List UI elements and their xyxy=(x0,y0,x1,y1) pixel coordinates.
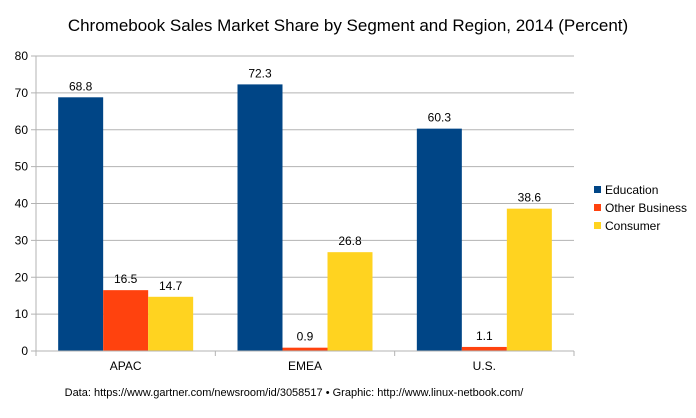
y-tick-label: 70 xyxy=(15,86,29,100)
legend-label: Other Business xyxy=(605,201,687,215)
y-tick-label: 50 xyxy=(15,160,29,174)
bar-education-apac xyxy=(58,97,104,351)
legend-swatch-other-business xyxy=(594,204,601,211)
source-note: Data: https://www.gartner.com/newsroom/i… xyxy=(65,387,525,399)
bar-consumer-apac xyxy=(148,296,194,351)
data-label: 1.1 xyxy=(476,329,493,343)
x-tick-label: APAC xyxy=(110,359,142,373)
x-tick-label: U.S. xyxy=(473,359,496,373)
data-label: 16.5 xyxy=(114,272,138,286)
bar-education-us xyxy=(416,128,462,351)
bar-consumer-us xyxy=(506,208,552,351)
legend-swatch-consumer xyxy=(594,222,601,229)
bar-other-business-us xyxy=(461,346,507,351)
y-tick-label: 20 xyxy=(15,270,29,284)
bar-education-emea xyxy=(237,84,283,352)
bar-other-business-apac xyxy=(103,290,149,351)
bar-group xyxy=(58,84,552,352)
legend-label: Consumer xyxy=(605,219,660,233)
legend-swatch-education xyxy=(594,186,601,193)
data-label: 68.8 xyxy=(69,79,93,93)
bar-consumer-emea xyxy=(327,252,373,351)
data-label: 38.6 xyxy=(518,191,542,205)
data-label: 72.3 xyxy=(248,66,272,80)
y-tick-label: 30 xyxy=(15,233,29,247)
axes xyxy=(31,55,575,356)
y-tick-label: 10 xyxy=(15,307,29,321)
data-label: 26.8 xyxy=(338,234,362,248)
y-tick-label: 0 xyxy=(21,344,28,358)
y-tick-label: 80 xyxy=(15,49,29,63)
data-label: 0.9 xyxy=(297,330,314,344)
legend: Education Other Business Consumer xyxy=(594,183,687,233)
data-label: 60.3 xyxy=(428,111,452,125)
bar-other-business-emea xyxy=(282,347,328,351)
tick-labels: 0 10 20 30 40 50 60 70 80 APAC EMEA U.S. xyxy=(15,49,496,373)
x-tick-label: EMEA xyxy=(288,359,322,373)
data-label: 14.7 xyxy=(159,279,183,293)
y-tick-label: 60 xyxy=(15,123,29,137)
chart-title: Chromebook Sales Market Share by Segment… xyxy=(68,16,628,35)
legend-label: Education xyxy=(605,183,658,197)
y-tick-label: 40 xyxy=(15,197,29,211)
data-labels: 68.8 16.5 14.7 72.3 0.9 26.8 60.3 1.1 38.6 xyxy=(69,66,541,343)
